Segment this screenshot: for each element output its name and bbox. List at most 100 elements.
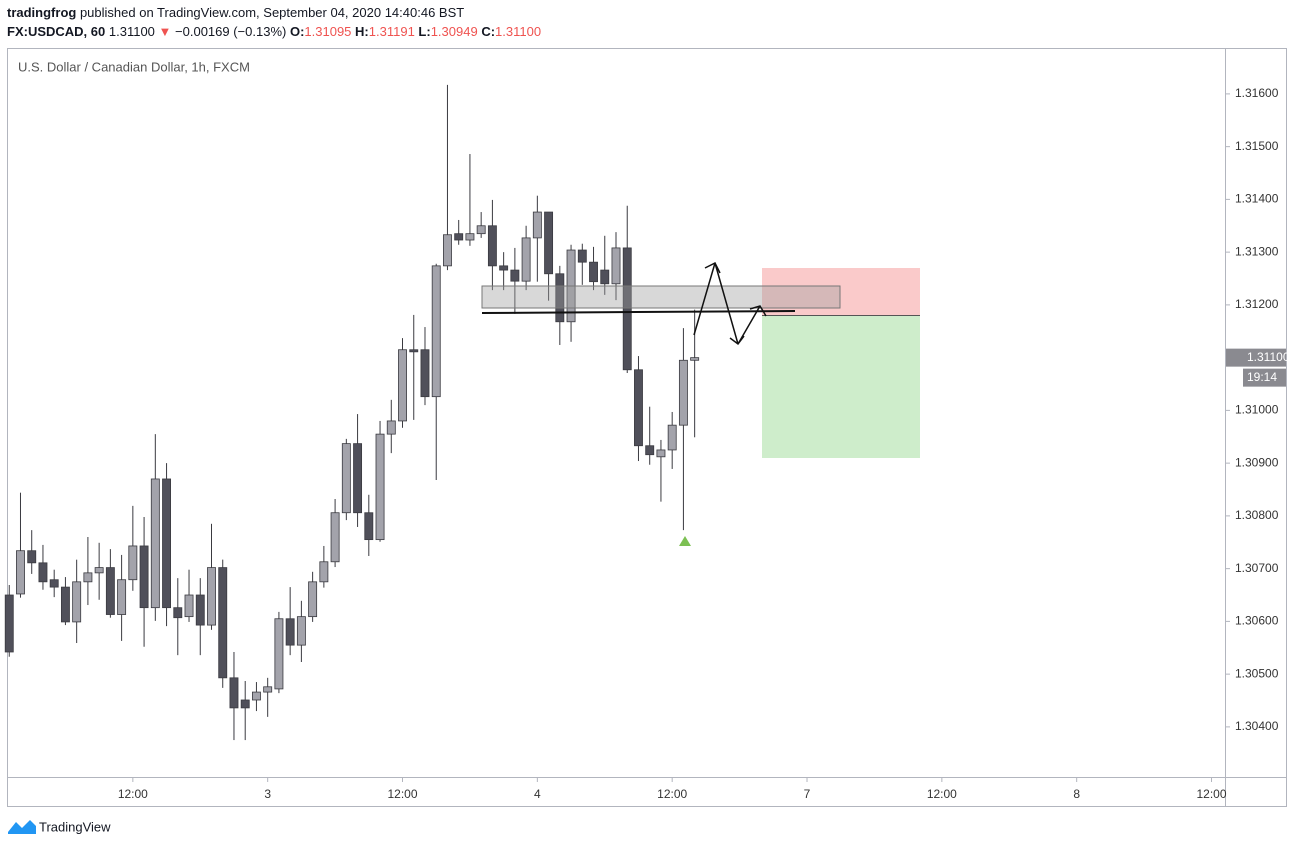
candle-body bbox=[308, 581, 318, 618]
candle-body bbox=[251, 691, 261, 701]
candle-body bbox=[487, 225, 497, 267]
candle-body bbox=[645, 445, 655, 456]
candle-body bbox=[83, 572, 93, 583]
candle-body bbox=[240, 699, 250, 709]
x-tick-label: 7 bbox=[804, 787, 811, 801]
candle-body bbox=[611, 247, 621, 285]
ohlc-label: H: bbox=[355, 24, 369, 39]
candle-body bbox=[600, 269, 610, 285]
x-tick-label: 8 bbox=[1073, 787, 1080, 801]
x-tick-label: 12:00 bbox=[387, 787, 417, 801]
candle-body bbox=[117, 579, 127, 615]
target-zone bbox=[762, 315, 920, 458]
candle-body bbox=[398, 349, 407, 422]
author: tradingfrog bbox=[7, 5, 76, 20]
zone-box bbox=[481, 285, 841, 309]
candle-body bbox=[589, 261, 598, 283]
candle-body bbox=[128, 545, 138, 581]
plot bbox=[4, 84, 700, 741]
ohlc-label: O: bbox=[290, 24, 304, 39]
y-tick-label: 1.31300 bbox=[1235, 244, 1279, 258]
candle-body bbox=[150, 478, 160, 609]
candle-body bbox=[555, 273, 565, 323]
projection-arrows bbox=[693, 261, 767, 346]
candle-body bbox=[263, 686, 273, 693]
candle-body bbox=[622, 247, 632, 371]
countdown: 19:14 bbox=[1247, 370, 1277, 384]
price-label: 1.31100 bbox=[1247, 350, 1290, 364]
brand: TradingView bbox=[39, 819, 111, 834]
published: published on TradingView.com, September … bbox=[80, 5, 464, 20]
candle-body bbox=[274, 618, 284, 690]
candle-body bbox=[353, 443, 363, 514]
candle-body bbox=[532, 211, 542, 239]
last: 1.31100 bbox=[109, 24, 155, 39]
x-tick-label: 12:00 bbox=[118, 787, 148, 801]
candle-body bbox=[105, 567, 115, 615]
header-line: tradingfrog published on TradingView.com… bbox=[7, 5, 464, 20]
candle-body bbox=[454, 233, 464, 241]
x-tick-label: 12:00 bbox=[657, 787, 687, 801]
countdown-box bbox=[1243, 368, 1286, 387]
x-tick-label: 4 bbox=[534, 787, 541, 801]
candle-body bbox=[38, 562, 48, 583]
change: −0.00169 (−0.13%) bbox=[175, 24, 286, 39]
candle-body bbox=[420, 349, 430, 398]
candle-body bbox=[27, 550, 37, 564]
candle-body bbox=[499, 265, 509, 271]
candle-body bbox=[285, 618, 295, 646]
candle-body bbox=[139, 545, 149, 609]
candle-body bbox=[173, 607, 183, 619]
candle-body bbox=[678, 359, 688, 426]
candle-body bbox=[521, 237, 531, 282]
candle-body bbox=[341, 443, 351, 514]
axis-labels: 1.30400 1.30500 1.30600 1.30700 1.30800 1.309… bbox=[118, 86, 1290, 801]
candle-body bbox=[443, 234, 452, 267]
candle-body bbox=[409, 349, 419, 353]
candle-body bbox=[4, 594, 14, 653]
logo: TradingView bbox=[8, 819, 111, 834]
candle-body bbox=[364, 512, 374, 541]
stop-zone bbox=[762, 268, 920, 315]
candle-body bbox=[94, 567, 104, 574]
ohlc-value: 1.30949 bbox=[431, 24, 478, 39]
y-tick-label: 1.31400 bbox=[1235, 192, 1279, 206]
ohlc-label: C: bbox=[481, 24, 495, 39]
price-label-box bbox=[1226, 348, 1286, 367]
y-tick-label: 1.31000 bbox=[1235, 403, 1279, 417]
arrow: ▼ bbox=[159, 24, 172, 39]
candle-body bbox=[476, 225, 486, 235]
candle-body bbox=[72, 581, 82, 623]
y-tick-label: 1.30800 bbox=[1235, 508, 1279, 522]
candle-body bbox=[218, 567, 228, 679]
candle-body bbox=[49, 579, 59, 588]
candle-body bbox=[319, 561, 329, 583]
y-tick-label: 1.30700 bbox=[1235, 561, 1279, 575]
x-tick-label: 12:00 bbox=[1197, 787, 1227, 801]
ohlc-label: L: bbox=[418, 24, 430, 39]
chart-title: U.S. Dollar / Canadian Dollar, 1h, FXCM bbox=[18, 59, 250, 74]
y-tick-label: 1.31600 bbox=[1235, 86, 1279, 100]
x-tick-label: 3 bbox=[264, 787, 271, 801]
candle-body bbox=[577, 249, 587, 263]
candle-body bbox=[195, 594, 205, 626]
candle-body bbox=[656, 449, 666, 458]
candle-body bbox=[690, 357, 700, 361]
y-tick-label: 1.30900 bbox=[1235, 455, 1279, 469]
candle-body bbox=[431, 265, 441, 398]
y-tick-label: 1.31200 bbox=[1235, 297, 1279, 311]
y-tick-label: 1.30400 bbox=[1235, 719, 1279, 733]
candle-body bbox=[207, 567, 216, 626]
candle-body bbox=[544, 211, 554, 275]
ohlc-value: 1.31100 bbox=[495, 24, 541, 39]
candle-body bbox=[184, 594, 194, 618]
ohlc-value: 1.31095 bbox=[304, 24, 351, 39]
candle-body bbox=[229, 677, 239, 709]
logo-icon bbox=[8, 820, 36, 834]
frame bbox=[7, 48, 1287, 807]
symbol-line: FX:USDCAD, 60 1.31100 ▼ −0.00169 (−0.13%… bbox=[7, 24, 541, 39]
candle-body bbox=[330, 512, 340, 563]
candle-body bbox=[16, 550, 25, 595]
candle-body bbox=[386, 420, 396, 435]
